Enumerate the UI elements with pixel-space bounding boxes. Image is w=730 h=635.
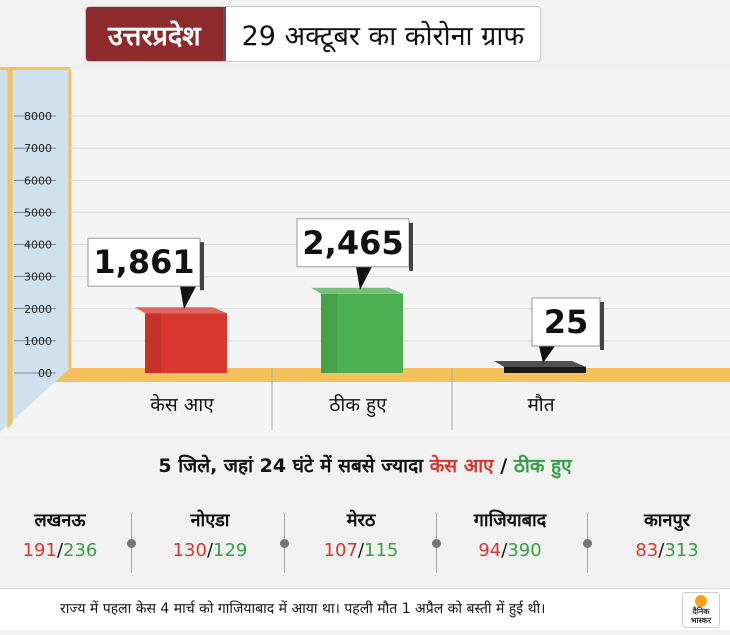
y-axis-ticks: 00 1000 2000 3000 4000 5000 6000 7000 8000 [14,110,56,380]
districts-heading: 5 जिले, जहां 24 घंटे में सबसे ज्यादा केस… [0,452,730,478]
y-tick-label: 6000 [24,174,52,187]
district-divider-dot [583,539,592,548]
category-label: ठीक हुए [329,393,387,418]
footer-note: राज्य में पहला केस 4 मार्च को गाजियाबाद … [60,601,546,617]
logo-text-2: भास्कर [690,616,712,625]
callout-box [296,218,410,268]
category-label: मौत [527,393,555,416]
district-cases: 94 [478,540,502,561]
callout-shadow [200,242,204,291]
districts-row: लखनऊ 191/236 नोएडा 130/129 मेरठ 107/115 … [0,508,730,578]
heading-slash: / [493,455,514,477]
y-tick-label: 00 [38,367,52,380]
district-sep: / [56,540,64,561]
y-tick-label: 2000 [24,303,52,316]
district-item: गाजियाबाद 94/390 [440,508,580,561]
y-tick-label: 3000 [24,271,52,284]
callout-pointer [180,286,196,310]
district-divider-dot [432,539,441,548]
bar [504,367,586,373]
bars [135,287,586,373]
callout-box [531,297,601,347]
district-item: कानपुर 83/313 [597,508,730,561]
district-sep: / [206,540,214,561]
callout-shadow [600,302,604,350]
y-tick-label: 1000 [24,335,52,348]
logo-text-1: दैनिक [692,607,710,616]
district-item: लखनऊ 191/236 [0,508,130,561]
district-sep: / [658,540,665,561]
header: उत्तरप्रदेश 29 अक्टूबर का कोरोना ग्राफ [85,6,542,62]
district-recovered: 313 [664,540,699,561]
bar-shade [321,293,337,373]
value-label: 2,465 [302,224,403,262]
district-recovered: 236 [63,540,98,561]
district-item: नोएडा 130/129 [140,508,280,561]
district-cases: 191 [22,540,57,561]
state-label: उत्तरप्रदेश [86,7,223,61]
district-name: नोएडा [190,510,230,531]
heading-prefix: 5 जिले, जहां 24 घंटे में सबसे ज्यादा [158,455,424,477]
district-cases: 130 [172,540,207,561]
bar-shade [504,367,520,373]
category-label: केस आए [150,393,214,416]
y-tick-label: 7000 [24,142,52,155]
district-name: कानपुर [643,510,691,531]
heading-cases: केस आए [429,455,494,477]
value-label: 25 [544,303,589,341]
district-item: मेरठ 107/115 [291,508,431,561]
callout-pointer [539,346,555,363]
chart-floor-front [0,382,730,436]
bar-shade [145,313,161,373]
district-sep: / [501,540,508,561]
y-tick-label: 4000 [24,239,52,252]
bar [145,313,227,373]
bar [321,293,403,373]
dainik-bhaskar-logo: दैनिक भास्कर [682,592,720,628]
y-tick-label: 8000 [24,110,52,123]
value-label: 1,861 [93,243,194,281]
district-recovered: 390 [507,540,542,561]
y-tick-label: 5000 [24,206,52,219]
district-recovered: 115 [364,540,399,561]
chart-left-wall [0,70,70,432]
district-divider-dot [280,539,289,548]
footer: राज्य में पहला केस 4 मार्च को गाजियाबाद … [0,588,730,630]
chart-wall-top-edge [0,67,70,70]
district-cases: 107 [323,540,358,561]
callout-shadow [409,222,413,271]
chart-title: 29 अक्टूबर का कोरोना ग्राफ [222,7,541,61]
heading-recovered: ठीक हुए [513,455,572,477]
category-labels: केस आए ठीक हुए मौत [150,393,555,418]
district-cases: 83 [635,540,659,561]
sun-icon [695,595,707,607]
district-divider-dot [127,539,136,548]
district-sep: / [357,540,365,561]
bar-top [311,287,403,294]
bar-chart: 00 1000 2000 3000 4000 5000 6000 7000 8000 केस आ… [0,67,730,436]
district-name: गाजियाबाद [473,510,547,531]
value-callouts: 1,861 2,465 25 [87,218,604,363]
bar-top [494,361,586,367]
callout-pointer [356,266,372,290]
bar-top [135,307,227,314]
district-name: लखनऊ [34,510,86,531]
district-name: मेरठ [346,510,376,531]
district-recovered: 129 [213,540,248,561]
